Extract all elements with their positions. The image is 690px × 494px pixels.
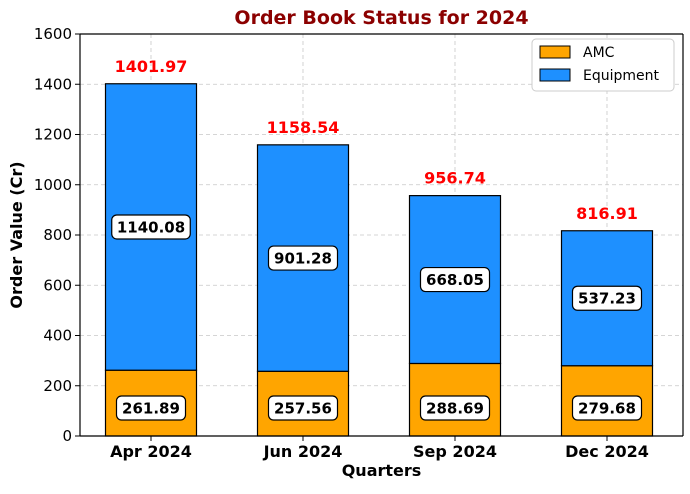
y-tick-label: 1400	[34, 75, 72, 93]
y-tick-label: 400	[43, 327, 72, 345]
bars	[104, 83, 654, 437]
legend-swatch-equipment	[539, 68, 571, 82]
data-label: 288.69	[426, 400, 484, 418]
data-label-box	[267, 245, 339, 271]
y-tick-label: 1200	[34, 126, 72, 144]
data-label-box	[419, 395, 491, 421]
data-label: 261.89	[122, 400, 180, 418]
data-label: 1140.08	[117, 218, 185, 236]
x-tick-label: Apr 2024	[110, 442, 192, 461]
x-ticks: Apr 2024 Jun 2024 Sep 2024 Dec 2024	[110, 436, 649, 461]
y-tick-label: 200	[43, 377, 72, 395]
data-label: 901.28	[274, 250, 332, 268]
y-tick-label: 1000	[34, 176, 72, 194]
legend-label-equipment: Equipment	[583, 68, 660, 84]
legend-swatch-amc	[539, 45, 571, 59]
data-label: 537.23	[578, 290, 636, 308]
x-tick-label: Dec 2024	[565, 442, 649, 461]
x-axis-label: Quarters	[342, 461, 422, 480]
y-tick-label: 600	[43, 276, 72, 294]
total-label: 1401.97	[115, 57, 188, 76]
y-tick-label: 0	[62, 427, 72, 445]
chart-title: Order Book Status for 2024	[234, 7, 528, 29]
data-label-box	[111, 214, 191, 240]
data-labels: 261.89 1140.08 1401.97 257.56 901.28 1158.54 2…	[111, 57, 643, 421]
data-label: 279.68	[578, 400, 636, 418]
x-tick-label: Jun 2024	[263, 442, 343, 461]
total-label: 816.91	[576, 204, 638, 223]
data-label: 668.05	[426, 271, 484, 289]
data-label-box	[267, 395, 339, 421]
y-ticks: 0 200 400 600 800 1000 1200 1400 1600	[34, 25, 80, 445]
data-label: 257.56	[274, 400, 332, 418]
x-tick-label: Sep 2024	[413, 442, 497, 461]
y-tick-label: 800	[43, 226, 72, 244]
y-axis-label: Order Value (Cr)	[7, 161, 26, 308]
data-label-box	[115, 395, 187, 421]
data-label-box	[571, 285, 643, 311]
legend-label-amc: AMC	[583, 45, 615, 61]
legend: AMC Equipment	[531, 38, 675, 92]
data-label-box	[419, 266, 491, 293]
total-label: 1158.54	[267, 118, 340, 137]
total-label: 956.74	[424, 169, 486, 188]
data-label-box	[571, 395, 643, 421]
y-tick-label: 1600	[34, 25, 72, 43]
